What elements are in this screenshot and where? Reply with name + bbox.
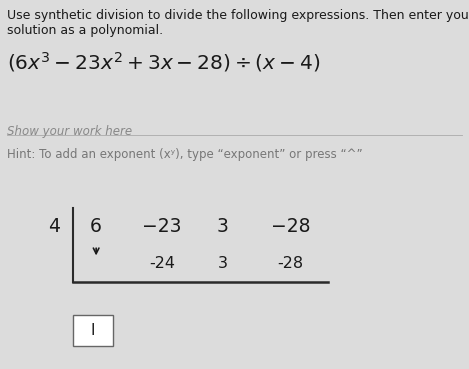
Text: −28: −28 (271, 217, 310, 237)
Text: Show your work here: Show your work here (7, 125, 132, 138)
Text: Use synthetic division to divide the following expressions. Then enter your: Use synthetic division to divide the fol… (7, 9, 469, 22)
Text: 3: 3 (218, 256, 228, 271)
Text: 3: 3 (217, 217, 229, 237)
Text: 6: 6 (90, 217, 102, 237)
Text: solution as a polynomial.: solution as a polynomial. (7, 24, 163, 37)
Text: −23: −23 (142, 217, 182, 237)
FancyBboxPatch shape (73, 315, 113, 346)
Text: -24: -24 (149, 256, 175, 271)
Text: $\left(6x^3 - 23x^2 + 3x - 28\right) \div \left(x - 4\right)$: $\left(6x^3 - 23x^2 + 3x - 28\right) \di… (7, 50, 320, 74)
Text: 4: 4 (48, 217, 60, 237)
Text: Hint: To add an exponent (xʸ), type “exponent” or press “^”: Hint: To add an exponent (xʸ), type “exp… (7, 148, 363, 161)
Text: -28: -28 (278, 256, 304, 271)
Text: I: I (91, 323, 95, 338)
